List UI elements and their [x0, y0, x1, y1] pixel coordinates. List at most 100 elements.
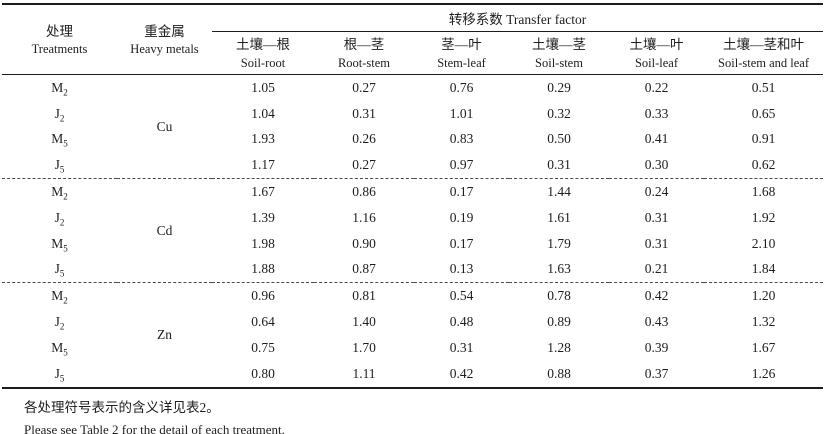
- value-cell: 1.84: [751, 261, 776, 277]
- treatment-label: J2: [54, 314, 65, 332]
- table-body: M2 Cu 1.05 0.27 0.76 0.29 0.22 0.51 J2 1.04 0.31 1.…: [2, 75, 824, 388]
- header-soil-stem-zh: 土壤—茎: [532, 37, 586, 53]
- treatment-label: M5: [51, 235, 68, 254]
- treatment-label: J5: [54, 157, 65, 175]
- value-cell: 0.32: [547, 105, 571, 121]
- value-cell: 0.87: [352, 261, 376, 277]
- value-cell: 0.51: [751, 79, 776, 95]
- value-cell: 0.76: [449, 79, 474, 95]
- value-cell: 0.42: [609, 282, 704, 310]
- value-cell: 0.31: [644, 209, 669, 225]
- table-row: J2 1.39 1.16 0.19 1.61 0.31 1.92: [2, 205, 823, 231]
- header-transfer-factor: 转移系数 Transfer factor: [212, 4, 824, 32]
- value-cell: 1.92: [751, 209, 776, 225]
- value-cell: 1.05: [251, 79, 275, 95]
- value-cell: 0.17: [414, 178, 509, 205]
- table-row: J5 0.80 1.11 0.42 0.88 0.37 1.26: [2, 361, 823, 388]
- header-stem-leaf-en: Stem-leaf: [437, 55, 486, 70]
- value-cell: 0.91: [751, 131, 776, 147]
- value-cell: 1.67: [751, 339, 776, 355]
- value-cell: 1.44: [509, 178, 609, 205]
- header-soil-stem-and-leaf-en: Soil-stem and leaf: [718, 55, 809, 70]
- table-row: M2 Cd 1.67 0.86 0.17 1.44 0.24 1.68: [2, 178, 824, 283]
- treatment-label: J2: [54, 209, 65, 228]
- header-heavy-metals: 重金属 Heavy metals: [117, 4, 212, 75]
- value-cell: 0.39: [644, 339, 669, 355]
- subheader-row: 土壤—根 Soil-root 根—茎 Root-stem 茎—叶 Stem-le…: [2, 31, 824, 75]
- value-cell: 0.62: [751, 157, 776, 173]
- value-cell: 1.28: [547, 339, 571, 355]
- value-cell: 1.61: [547, 209, 571, 225]
- value-cell: 0.90: [352, 235, 376, 251]
- table-row: J5 1.88 0.87 0.13 1.63 0.21 1.84: [2, 257, 823, 283]
- value-cell: 0.41: [644, 131, 669, 147]
- transfer-factor-table: 处理 Treatments 重金属 Heavy metals 转移系数 Tran…: [2, 3, 824, 389]
- value-cell: 1.98: [251, 235, 275, 251]
- value-cell: 0.17: [449, 235, 474, 251]
- value-cell: 0.33: [644, 105, 669, 121]
- value-cell: 1.11: [352, 365, 376, 381]
- table-row: M2 Zn 0.96 0.81 0.54 0.78 0.42 1.20: [2, 282, 824, 388]
- header-root-stem-en: Root-stem: [337, 55, 391, 70]
- header-soil-stem: 土壤—茎 Soil-stem: [509, 31, 609, 75]
- metal-label: Cd: [117, 178, 212, 283]
- header-soil-root: 土壤—根 Soil-root: [212, 31, 314, 75]
- footnote-en: Please see Table 2 for the detail of eac…: [24, 421, 285, 434]
- header-heavy-metals-zh: 重金属: [144, 23, 185, 39]
- value-cell: 1.88: [251, 261, 275, 277]
- value-cell: 0.83: [449, 131, 474, 147]
- header-stem-leaf: 茎—叶 Stem-leaf: [414, 31, 509, 75]
- header-root-stem-zh: 根—茎: [343, 37, 385, 53]
- treatment-label: J5: [54, 365, 65, 384]
- table-row: J2 1.04 0.31 1.01 0.32 0.33 0.65: [2, 101, 823, 127]
- table-footnotes: 各处理符号表示的含义详见表2。 Please see Table 2 for t…: [2, 397, 823, 434]
- value-cell: 0.31: [449, 339, 474, 355]
- table-row: M5 0.75 1.70 0.31 1.28 0.39 1.67: [2, 335, 823, 361]
- value-cell: 0.29: [547, 79, 571, 95]
- value-cell: 0.24: [609, 178, 704, 205]
- value-cell: 0.64: [251, 314, 275, 330]
- value-cell: 1.04: [251, 105, 275, 121]
- value-cell: 0.27: [352, 157, 376, 173]
- value-cell: 0.21: [644, 261, 669, 277]
- value-cell: 0.75: [251, 339, 275, 355]
- header-soil-root-en: Soil-root: [240, 55, 286, 70]
- table-row: J5 1.17 0.27 0.97 0.31 0.30 0.62: [2, 152, 823, 178]
- value-cell: 0.31: [352, 105, 376, 121]
- header-heavy-metals-en: Heavy metals: [130, 42, 199, 57]
- table-row: M5 1.93 0.26 0.83 0.50 0.41 0.91: [2, 127, 823, 153]
- header-root-stem: 根—茎 Root-stem: [314, 31, 414, 75]
- value-cell: 0.31: [547, 157, 571, 173]
- metal-label: Cu: [156, 118, 173, 134]
- treatment-label: M2: [2, 178, 117, 205]
- header-soil-stem-and-leaf: 土壤—茎和叶 Soil-stem and leaf: [704, 31, 824, 75]
- value-cell: 1.63: [547, 261, 571, 277]
- value-cell: 0.19: [449, 209, 474, 225]
- value-cell: 2.10: [751, 235, 776, 251]
- header-soil-root-zh: 土壤—根: [236, 37, 290, 53]
- metal-label: Zn: [117, 282, 212, 388]
- value-cell: 1.32: [751, 314, 776, 330]
- treatment-label: J5: [54, 261, 65, 280]
- header-soil-stem-and-leaf-zh: 土壤—茎和叶: [723, 37, 805, 53]
- value-cell: 1.40: [352, 314, 376, 330]
- header-row-span: 处理 Treatments 重金属 Heavy metals 转移系数 Tran…: [2, 4, 824, 75]
- treatment-label: M5: [51, 339, 68, 358]
- value-cell: 0.81: [314, 282, 414, 310]
- value-cell: 0.96: [212, 282, 314, 310]
- header-treatments-en: Treatments: [31, 42, 88, 57]
- value-cell: 0.78: [509, 282, 609, 310]
- value-cell: 0.37: [644, 365, 669, 381]
- treatment-label: M2: [2, 282, 117, 310]
- value-cell: 0.30: [644, 157, 669, 173]
- value-cell: 1.16: [352, 209, 376, 225]
- value-cell: 0.89: [547, 314, 571, 330]
- value-cell: 1.67: [212, 178, 314, 205]
- header-treatments: 处理 Treatments: [2, 4, 117, 75]
- header-soil-stem-en: Soil-stem: [535, 55, 583, 70]
- table-row: M5 1.98 0.90 0.17 1.79 0.31 2.10: [2, 231, 823, 257]
- header-soil-leaf: 土壤—叶 Soil-leaf: [609, 31, 704, 75]
- value-cell: 0.86: [314, 178, 414, 205]
- value-cell: 0.88: [547, 365, 571, 381]
